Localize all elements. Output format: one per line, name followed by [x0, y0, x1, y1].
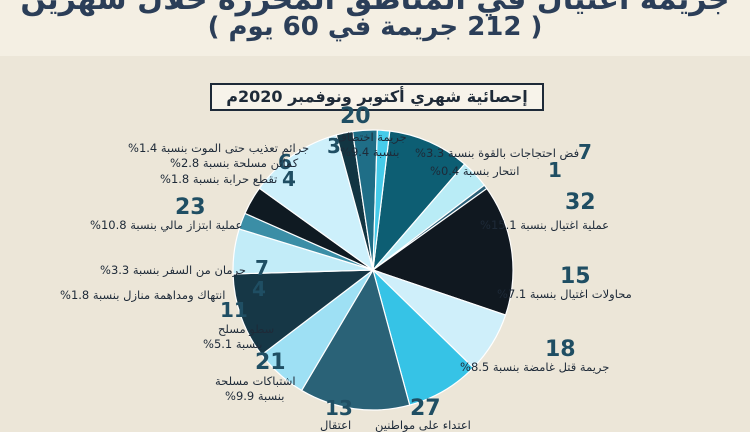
label-banditry: تقطع حرابة بنسبة 1.8%: [160, 172, 278, 186]
count-ambush: 6: [278, 150, 292, 174]
label-protest: فض احتجاجات بالقوة بنسبة 3.3%: [415, 146, 580, 160]
count-suicide: 1: [548, 158, 562, 182]
pie-slice-clashes: [232, 269, 375, 356]
label-travel: حرمان من السفر بنسبة 3.3%: [100, 263, 247, 277]
count-raid: 4: [252, 277, 266, 301]
page-subtitle: ( 212 جريمة في 60 يوم ): [207, 12, 543, 42]
label-raid: انتهاك ومداهمة منازل بنسبة 1.8%: [60, 288, 226, 302]
count-kidnap: 20: [340, 104, 371, 129]
pie-slice-kidnap: [372, 130, 466, 272]
label-torture: جرائم تعذيب حتى الموت بنسبة 1.4%: [128, 141, 310, 155]
count-clashes: 21: [255, 350, 286, 375]
label-suicide: انتحار بنسبة 0.4%: [430, 164, 520, 178]
label-assault: اعتداء على مواطنين: [375, 418, 471, 432]
pct-clashes: بنسبة 9.9%: [225, 389, 285, 403]
pie-slice-assault: [300, 268, 411, 411]
count-travel: 7: [255, 256, 269, 280]
pct-kidnap: بنسبة 9.4%: [340, 145, 400, 159]
label-attempt: محاولات اغتيال بنسبة 7.1%: [497, 287, 632, 301]
count-attempt: 15: [560, 264, 591, 289]
count-arrest: 13: [325, 396, 353, 420]
count-protest: 7: [578, 140, 592, 164]
count-torture: 3: [327, 134, 341, 158]
pie-slice-torture: [372, 129, 391, 271]
label-ambush: كمائن مسلحة بنسبة 2.8%: [170, 156, 299, 170]
pct-robbery: بنسبة 5.1%: [203, 337, 263, 351]
label-extortion: عملية ابتزاز مالي بنسبة 10.8%: [90, 218, 243, 232]
pie-slice-extortion: [258, 134, 375, 272]
title-band: [0, 0, 750, 56]
label-robbery: سطو مسلح: [218, 322, 275, 336]
count-assassination: 32: [565, 190, 596, 215]
count-robbery: 11: [220, 298, 248, 322]
chart-title: إحصائية شهري أكتوبر ونوفمبر 2020م: [210, 83, 544, 111]
label-mystery: جريمة قتل غامضة بنسبة 8.5%: [460, 360, 610, 374]
pie-slice-assassination: [371, 187, 514, 316]
count-assault: 27: [410, 396, 441, 421]
label-kidnap: جريمة اختطاف: [335, 130, 407, 144]
count-extortion: 23: [175, 195, 206, 220]
label-clashes: اشتباكات مسلحة: [215, 374, 296, 388]
count-mystery: 18: [545, 337, 576, 362]
count-banditry: 4: [282, 167, 296, 191]
label-assassination: عملية اغتيال بنسبة 15.1%: [480, 218, 610, 232]
page-title: جريمة اغتيال في المناطق المحررة خلال شهر…: [0, 0, 750, 17]
label-arrest: اعتقال: [320, 418, 352, 432]
